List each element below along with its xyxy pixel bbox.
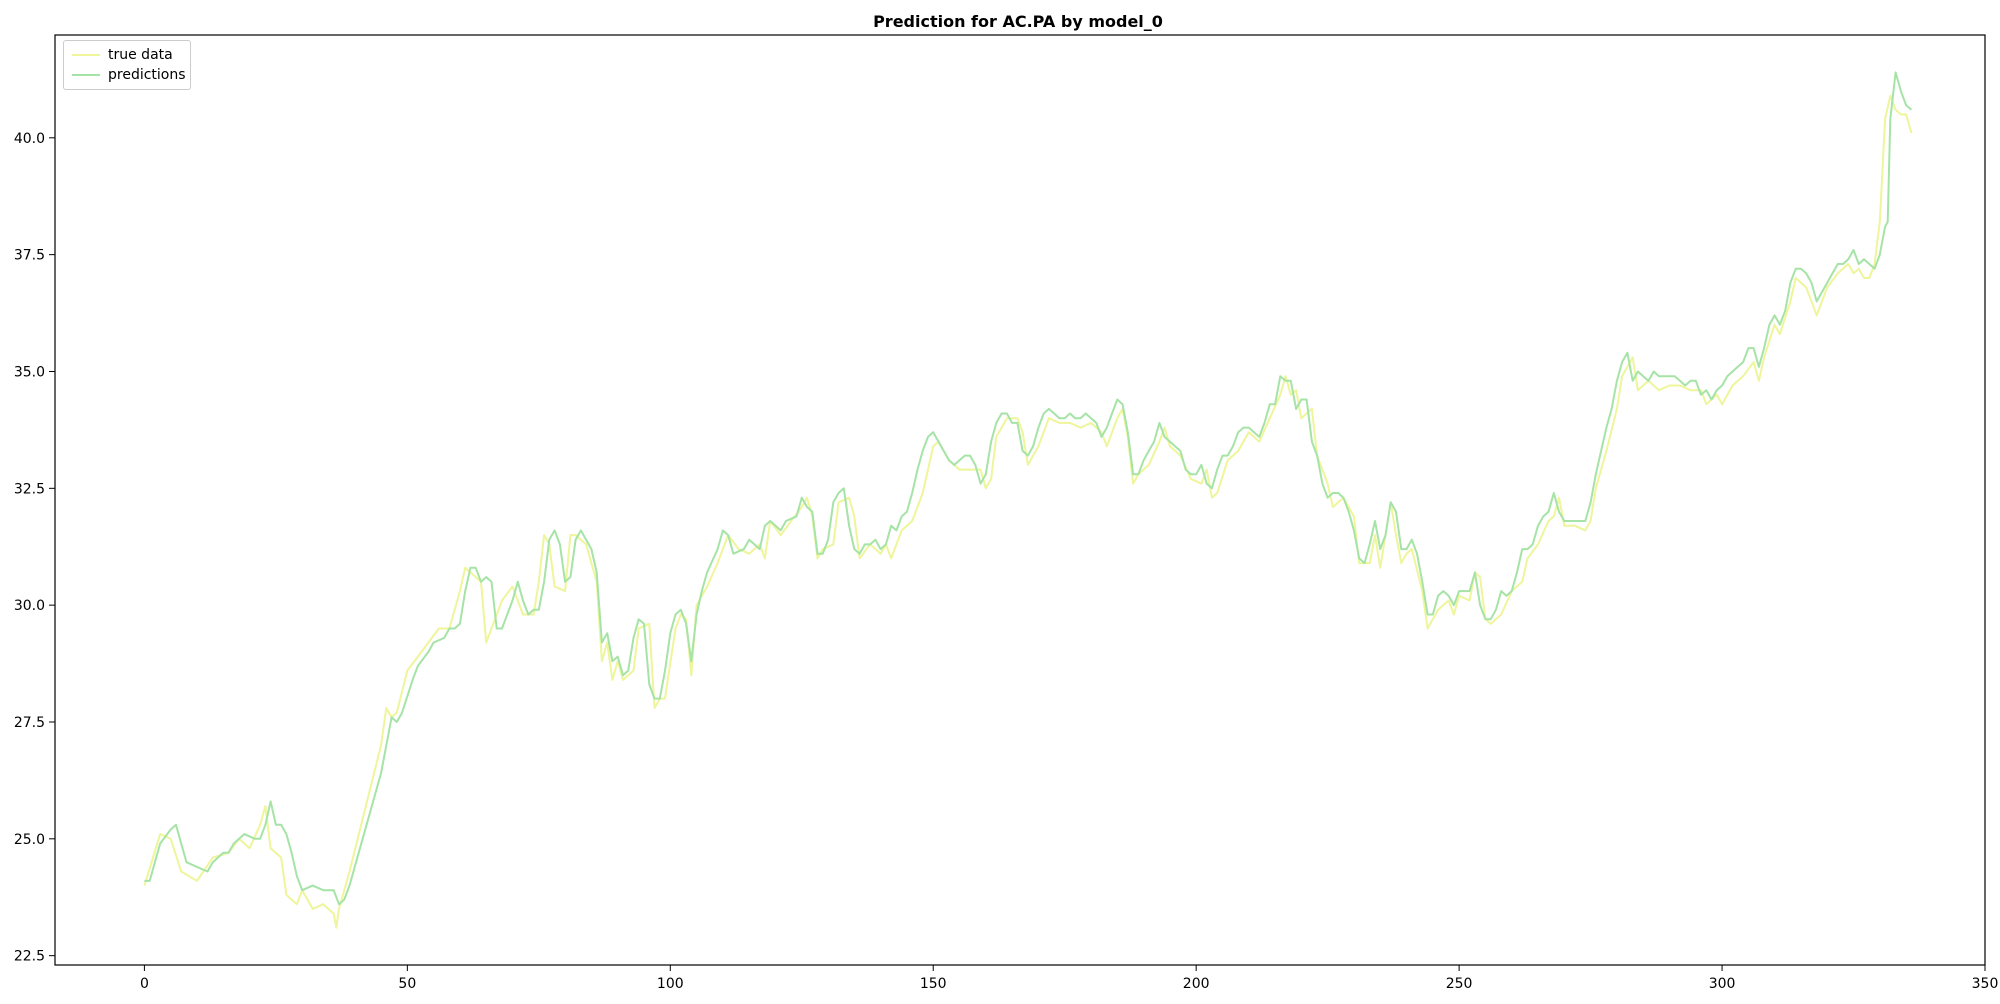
legend-swatch-predictions xyxy=(72,74,100,76)
series-line-predictions xyxy=(144,71,1913,906)
x-tick-label: 0 xyxy=(140,976,149,992)
chart-title: Prediction for AC.PA by model_0 xyxy=(873,12,1163,31)
x-tick-label: 200 xyxy=(1183,976,1210,992)
x-tick-label: 250 xyxy=(1446,976,1473,992)
y-tick-label: 35.0 xyxy=(14,364,45,380)
x-axis: 0 50 100 150 200 250 300 350 xyxy=(140,965,1998,992)
y-tick-label: 32.5 xyxy=(14,481,45,497)
legend-item-predictions: predictions xyxy=(64,65,190,85)
series-line-true-data xyxy=(143,94,1913,929)
legend-item-true-data: true data xyxy=(64,45,190,65)
x-tick-label: 50 xyxy=(398,976,416,992)
y-tick-label: 40.0 xyxy=(14,131,45,147)
x-tick-label: 150 xyxy=(920,976,947,992)
x-tick-label: 350 xyxy=(1972,976,1999,992)
legend-label-true-data: true data xyxy=(108,47,173,63)
y-tick-label: 25.0 xyxy=(14,832,45,848)
legend: true data predictions xyxy=(63,40,191,90)
legend-swatch-true-data xyxy=(72,54,100,56)
x-tick-label: 300 xyxy=(1709,976,1736,992)
y-tick-label: 37.5 xyxy=(14,248,45,264)
x-tick-label: 100 xyxy=(657,976,684,992)
plot-area-frame xyxy=(54,34,1986,966)
y-tick-label: 22.5 xyxy=(14,949,45,965)
series-layer xyxy=(143,71,1913,929)
y-axis: 22.5 25.0 27.5 30.0 32.5 35.0 37.5 40.0 xyxy=(14,131,55,965)
y-tick-label: 30.0 xyxy=(14,598,45,614)
y-tick-label: 27.5 xyxy=(14,715,45,731)
legend-label-predictions: predictions xyxy=(108,67,186,83)
